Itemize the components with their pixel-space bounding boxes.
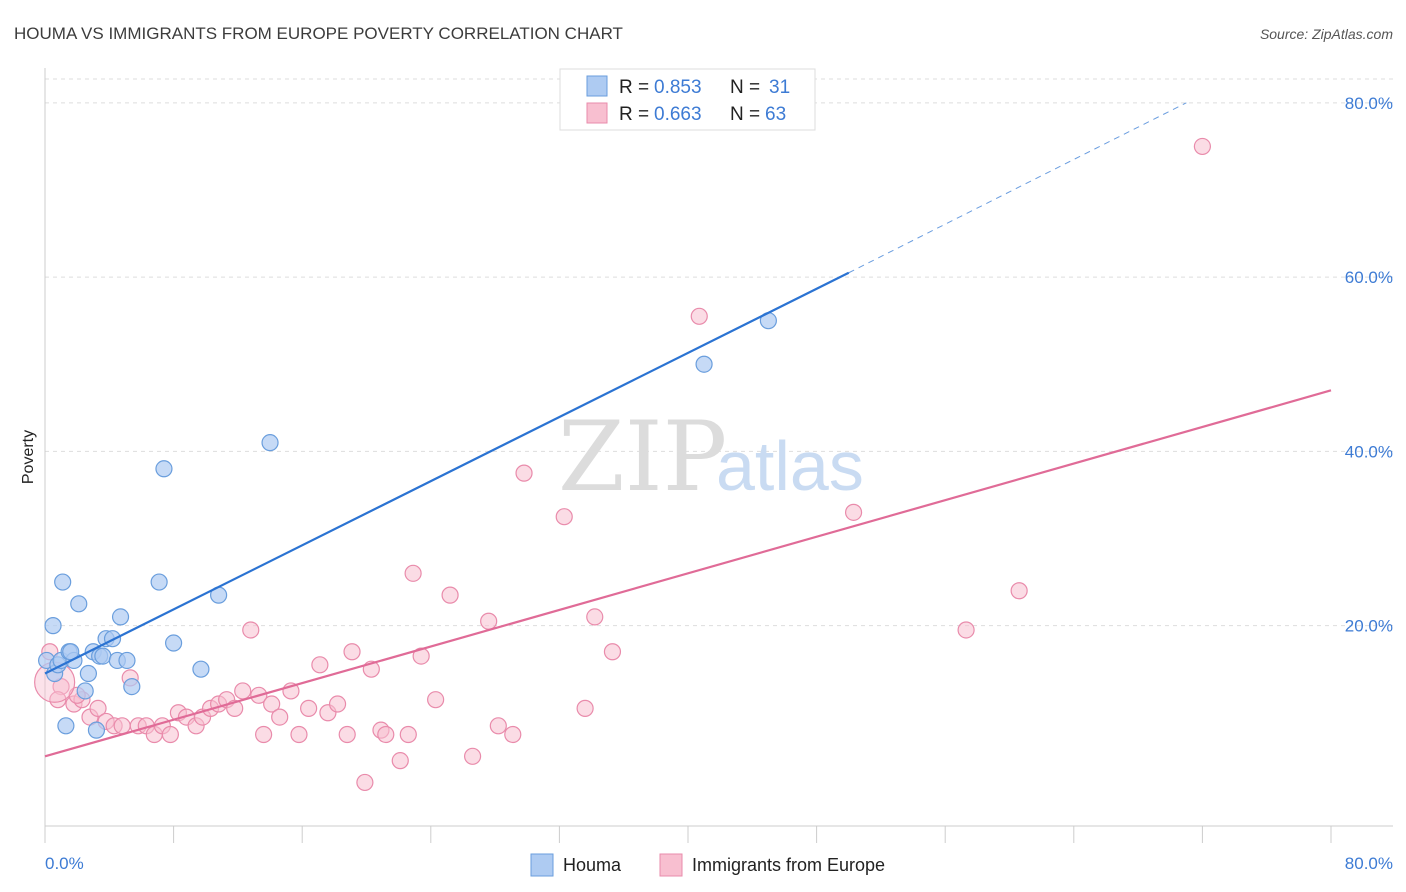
point-europe xyxy=(290,725,308,744)
legend-swatch-houma xyxy=(530,853,554,877)
point-europe xyxy=(1193,137,1212,156)
point-europe xyxy=(463,747,482,765)
stats-legend-swatch-houma xyxy=(586,75,608,97)
point-houma xyxy=(155,460,173,478)
point-europe xyxy=(391,752,409,770)
series-legend: Houma Immigrants from Europe xyxy=(530,853,885,877)
point-europe xyxy=(399,725,417,744)
legend-label-houma: Houma xyxy=(563,855,622,875)
point-europe xyxy=(343,643,361,661)
point-houma xyxy=(150,573,168,591)
point-europe xyxy=(234,682,252,700)
point-europe xyxy=(49,691,67,709)
point-houma xyxy=(695,355,713,373)
legend-swatch-europe xyxy=(659,853,683,877)
point-houma xyxy=(79,664,98,683)
y-tick-label: 20.0% xyxy=(1345,617,1393,636)
point-europe xyxy=(412,647,430,665)
point-europe xyxy=(844,503,863,521)
y-axis-label: Poverty xyxy=(20,430,37,484)
series-immigrants-from-europe xyxy=(34,137,1212,792)
point-europe xyxy=(427,691,445,709)
regression-line-houma xyxy=(44,271,850,675)
stats-legend-n-label-europe: N = xyxy=(730,104,760,125)
x-ticks xyxy=(44,826,1332,843)
y-tick-labels: 20.0% 40.0% 60.0% 80.0% xyxy=(1345,94,1393,636)
y-tick-label: 80.0% xyxy=(1345,94,1393,113)
point-europe xyxy=(328,695,347,713)
point-houma xyxy=(123,677,141,696)
point-houma xyxy=(57,717,75,735)
regression-lines xyxy=(44,102,1332,758)
point-europe xyxy=(300,699,318,717)
point-europe xyxy=(338,725,356,744)
point-europe xyxy=(515,464,533,482)
x-tick-label-min: 0.0% xyxy=(45,854,84,873)
point-europe xyxy=(113,717,131,735)
point-europe xyxy=(255,725,273,744)
stats-legend-n-value-europe: 63 xyxy=(765,104,786,125)
point-houma xyxy=(111,608,130,626)
stats-legend-r-label-europe: R = xyxy=(619,104,649,125)
gridlines xyxy=(45,78,1393,627)
x-tick-label-max: 80.0% xyxy=(1345,854,1393,873)
stats-legend-r-value-houma: 0.853 xyxy=(654,77,702,98)
point-houma xyxy=(165,634,183,652)
point-europe xyxy=(441,586,459,604)
point-europe xyxy=(311,656,329,674)
point-europe xyxy=(161,725,179,744)
point-europe xyxy=(576,699,594,717)
stats-legend-n-label-houma: N = xyxy=(730,77,760,98)
chart-title: HOUMA VS IMMIGRANTS FROM EUROPE POVERTY … xyxy=(14,24,623,43)
point-houma xyxy=(118,651,136,670)
legend-label-europe: Immigrants from Europe xyxy=(692,855,885,875)
regression-line-houma-extension xyxy=(848,102,1187,274)
point-europe xyxy=(89,699,107,717)
point-europe xyxy=(404,564,422,582)
y-tick-label: 60.0% xyxy=(1345,268,1393,287)
point-houma xyxy=(87,721,106,739)
point-europe xyxy=(504,725,522,744)
watermark-atlas: atlas xyxy=(716,427,864,505)
series-houma xyxy=(38,312,777,739)
regression-line-europe xyxy=(44,389,1332,758)
watermark: ZIP atlas xyxy=(558,401,864,513)
stats-legend-n-value-houma: 31 xyxy=(769,77,790,98)
point-houma xyxy=(44,617,62,635)
point-europe xyxy=(690,307,708,325)
stats-legend: R = 0.853 N = 31 R = 0.663 N = 63 xyxy=(559,68,816,131)
point-houma xyxy=(94,647,112,665)
point-europe xyxy=(489,717,507,735)
point-europe xyxy=(263,695,281,713)
point-europe xyxy=(356,773,374,792)
point-houma xyxy=(76,682,94,700)
point-houma xyxy=(261,434,279,452)
point-europe xyxy=(377,725,395,744)
stats-legend-swatch-europe xyxy=(586,102,608,124)
point-europe xyxy=(555,508,573,526)
watermark-zip: ZIP xyxy=(558,401,727,513)
stats-legend-r-label-houma: R = xyxy=(619,77,649,98)
point-houma xyxy=(54,573,72,591)
point-europe xyxy=(271,708,289,726)
point-europe xyxy=(1010,582,1028,600)
point-europe xyxy=(480,612,498,630)
point-europe xyxy=(586,608,604,626)
point-europe xyxy=(242,621,260,639)
point-houma xyxy=(192,660,210,678)
stats-legend-r-value-europe: 0.663 xyxy=(654,104,702,125)
point-europe xyxy=(957,621,975,639)
point-houma xyxy=(70,595,88,613)
chart-source: Source: ZipAtlas.com xyxy=(1260,26,1393,42)
y-tick-label: 40.0% xyxy=(1345,442,1393,461)
point-europe xyxy=(603,643,622,661)
